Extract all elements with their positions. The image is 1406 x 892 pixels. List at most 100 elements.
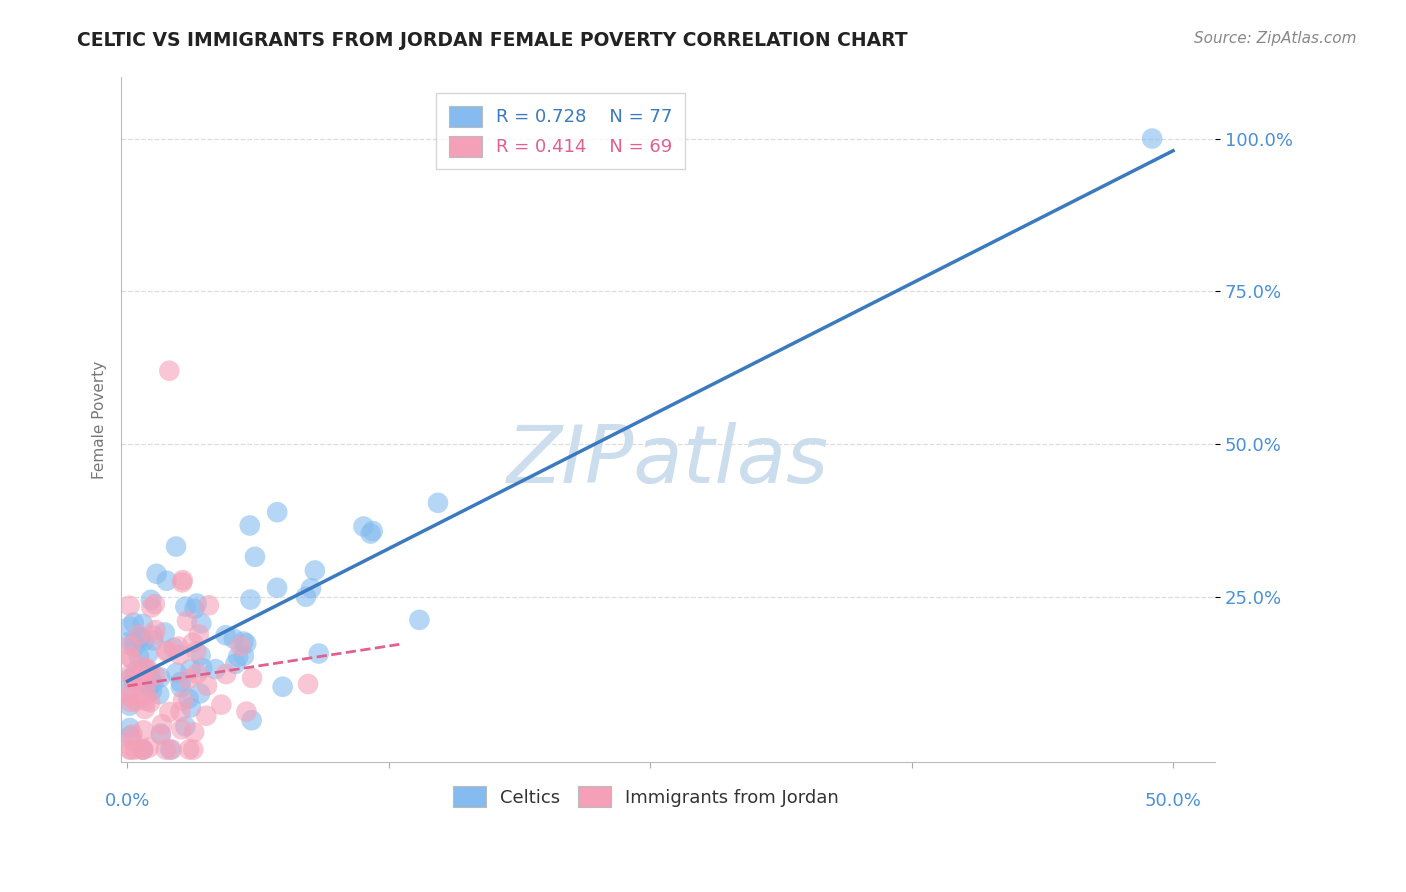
Point: [170, 681, 193, 695]
Point: [266, 505, 288, 519]
Point: [135, 665, 157, 680]
Point: [155, 644, 177, 658]
Point: [181, 635, 204, 649]
Point: [204, 662, 226, 676]
Point: [209, 698, 232, 712]
Text: 0.0%: 0.0%: [105, 792, 150, 810]
Point: [132, 742, 155, 756]
Point: [120, 729, 142, 743]
Point: [142, 628, 165, 642]
Point: [139, 592, 162, 607]
Point: [142, 633, 165, 648]
Point: [141, 600, 163, 615]
Point: [243, 549, 266, 564]
Point: [190, 616, 212, 631]
Point: [134, 633, 156, 648]
Point: [118, 634, 141, 648]
Point: [271, 680, 294, 694]
Point: [299, 582, 322, 596]
Point: [131, 669, 153, 683]
Point: [132, 742, 155, 756]
Point: [157, 364, 180, 378]
Point: [128, 628, 150, 642]
Point: [180, 662, 202, 676]
Point: [124, 640, 146, 654]
Point: [240, 671, 263, 685]
Point: [195, 708, 218, 723]
Point: [143, 668, 166, 682]
Point: [132, 661, 155, 675]
Point: [187, 627, 209, 641]
Point: [427, 496, 450, 510]
Point: [124, 742, 146, 756]
Point: [136, 647, 159, 661]
Point: [132, 617, 155, 632]
Point: [118, 742, 141, 756]
Point: [121, 733, 143, 747]
Text: ZIPatlas: ZIPatlas: [508, 422, 830, 500]
Point: [149, 727, 172, 741]
Point: [150, 728, 173, 742]
Y-axis label: Female Poverty: Female Poverty: [93, 360, 107, 479]
Point: [177, 742, 200, 756]
Point: [120, 651, 142, 665]
Point: [169, 648, 191, 662]
Point: [198, 599, 221, 613]
Point: [172, 573, 194, 587]
Point: [172, 693, 194, 707]
Point: [148, 687, 170, 701]
Point: [145, 566, 167, 581]
Point: [135, 676, 157, 690]
Point: [124, 694, 146, 708]
Point: [142, 676, 165, 690]
Point: [361, 524, 384, 538]
Point: [174, 599, 197, 614]
Point: [143, 597, 166, 611]
Point: [240, 713, 263, 727]
Point: [266, 581, 288, 595]
Point: [120, 742, 142, 756]
Point: [138, 681, 160, 695]
Point: [139, 695, 162, 709]
Point: [132, 723, 155, 738]
Point: [232, 648, 254, 663]
Point: [120, 683, 142, 698]
Point: [360, 526, 382, 541]
Point: [169, 675, 191, 690]
Text: 50.0%: 50.0%: [1144, 792, 1202, 810]
Point: [118, 672, 141, 686]
Point: [166, 665, 188, 680]
Point: [239, 592, 262, 607]
Point: [167, 640, 190, 654]
Point: [122, 615, 145, 630]
Point: [157, 705, 180, 719]
Point: [138, 678, 160, 692]
Point: [145, 623, 167, 637]
Point: [159, 742, 181, 756]
Point: [188, 686, 211, 700]
Point: [118, 599, 141, 613]
Point: [120, 690, 142, 704]
Point: [165, 540, 187, 554]
Point: [134, 671, 156, 685]
Point: [141, 683, 163, 698]
Point: [118, 668, 141, 682]
Point: [163, 641, 186, 656]
Point: [118, 619, 141, 633]
Point: [121, 727, 143, 741]
Point: [195, 679, 218, 693]
Point: [186, 666, 208, 681]
Point: [121, 670, 143, 684]
Point: [1140, 131, 1163, 145]
Point: [183, 725, 205, 739]
Point: [180, 700, 202, 714]
Point: [153, 625, 176, 640]
Point: [186, 644, 208, 658]
Point: [156, 574, 179, 588]
Point: [160, 742, 183, 756]
Point: [308, 647, 330, 661]
Point: [131, 662, 153, 676]
Point: [135, 694, 157, 708]
Point: [118, 687, 141, 701]
Point: [128, 649, 150, 664]
